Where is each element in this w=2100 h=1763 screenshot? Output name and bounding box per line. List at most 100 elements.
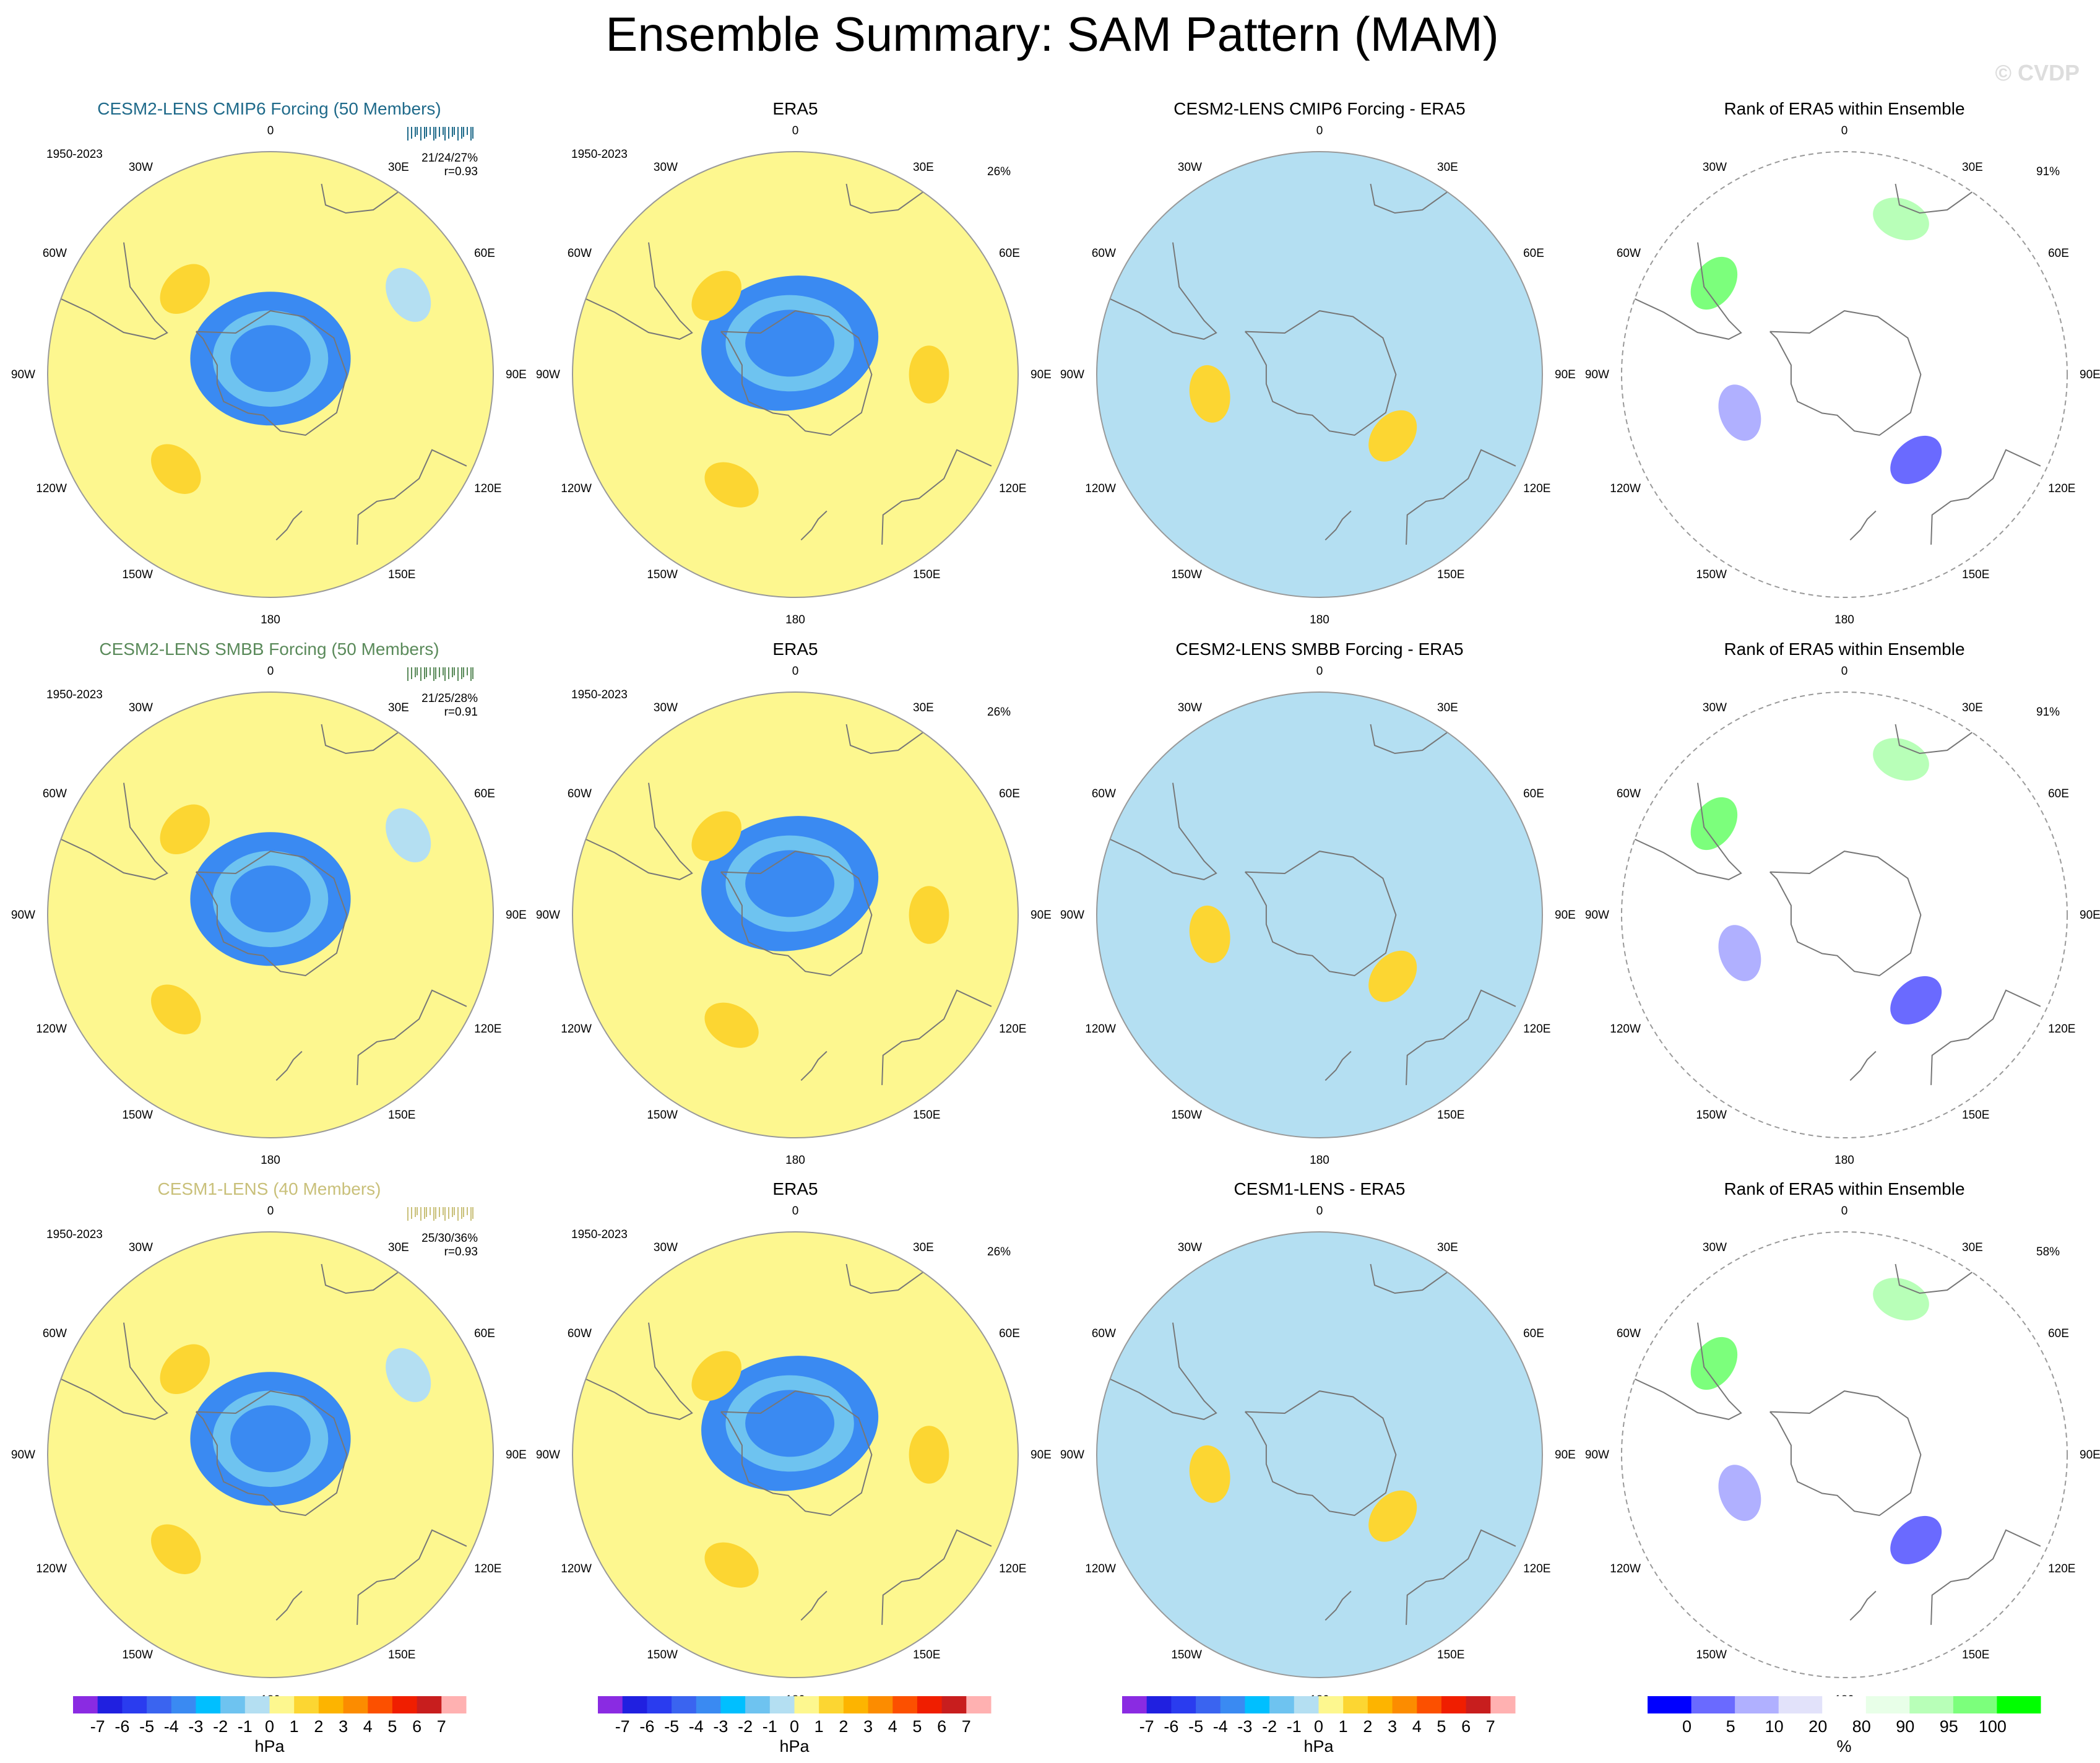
lon-label: 60E bbox=[999, 787, 1020, 800]
lon-label: 120W bbox=[36, 1023, 67, 1036]
colorbar-box bbox=[1220, 1696, 1245, 1713]
lon-label: 90W bbox=[1585, 1449, 1609, 1462]
colorbar-box bbox=[1367, 1696, 1393, 1713]
coastline bbox=[1930, 989, 2041, 1085]
colorbar-tick: 6 bbox=[412, 1717, 421, 1736]
contour-blob bbox=[1718, 925, 1761, 981]
period-label: 1950-2023 bbox=[46, 1228, 103, 1241]
colorbar-box bbox=[1691, 1696, 1735, 1713]
lon-label: 120W bbox=[1610, 1562, 1641, 1575]
colorbar-box bbox=[1778, 1696, 1823, 1713]
lon-label: 120W bbox=[36, 482, 67, 495]
colorbar-box bbox=[672, 1696, 697, 1713]
contour-blob bbox=[1433, 1377, 1476, 1434]
lon-label: 30E bbox=[388, 1241, 409, 1254]
lon-label: 180 bbox=[261, 613, 280, 626]
lon-label: 60W bbox=[1092, 1327, 1116, 1340]
coastline bbox=[579, 782, 693, 880]
lon-label: 60E bbox=[2048, 1327, 2069, 1340]
lon-label: 30E bbox=[1962, 1241, 1983, 1254]
lon-label: 120W bbox=[36, 1562, 67, 1575]
map-boundary bbox=[1096, 151, 1543, 598]
colorbar-tick: 0 bbox=[265, 1717, 274, 1736]
coastline bbox=[720, 1390, 873, 1517]
lon-label: 60W bbox=[1617, 1327, 1641, 1340]
lon-label: 90W bbox=[1060, 909, 1084, 922]
map-boundary bbox=[1096, 691, 1543, 1138]
colorbar-tick: -4 bbox=[1213, 1717, 1228, 1736]
map-content bbox=[573, 1232, 1018, 1678]
contour-blob bbox=[1718, 1465, 1761, 1521]
lon-label: 150E bbox=[1962, 1648, 1989, 1661]
colorbar-box bbox=[1648, 1696, 1692, 1713]
lon-label: 0 bbox=[1841, 124, 1848, 137]
map-boundary bbox=[47, 151, 494, 598]
lon-label: 180 bbox=[1310, 1154, 1329, 1167]
lon-label: 90E bbox=[1555, 909, 1576, 922]
lon-label: 90E bbox=[1555, 1449, 1576, 1462]
colorbar-box bbox=[1490, 1696, 1516, 1713]
lon-label: 30E bbox=[388, 701, 409, 714]
contour-blob bbox=[1189, 905, 1230, 963]
colorbar-box bbox=[794, 1696, 819, 1713]
coastline bbox=[1769, 310, 1922, 436]
colorbar-tick: 80 bbox=[1852, 1717, 1871, 1736]
period-label: 1950-2023 bbox=[46, 688, 103, 701]
colorbar-tick: 2 bbox=[839, 1717, 848, 1736]
colorbar-unit: % bbox=[1836, 1737, 1851, 1756]
colorbar-box bbox=[1997, 1696, 2041, 1713]
contour-blob bbox=[1368, 1490, 1417, 1542]
lon-label: 150E bbox=[913, 568, 940, 581]
contour-blob bbox=[1189, 365, 1230, 423]
contour-blob bbox=[1690, 256, 1738, 310]
coastline bbox=[356, 989, 467, 1085]
map-content bbox=[48, 692, 493, 1138]
colorbar-tick: 5 bbox=[912, 1717, 922, 1736]
colorbar-tick: 5 bbox=[1437, 1717, 1446, 1736]
lon-label: 150W bbox=[122, 1648, 153, 1661]
figure-title: Ensemble Summary: SAM Pattern (MAM) bbox=[605, 7, 1498, 61]
colorbar-box bbox=[1909, 1696, 1954, 1713]
coastline bbox=[881, 449, 992, 545]
colorbar-tick: 20 bbox=[1808, 1717, 1827, 1736]
coastline bbox=[1104, 782, 1217, 880]
contour-blob bbox=[1189, 1445, 1230, 1503]
lon-label: 60W bbox=[1617, 787, 1641, 800]
coastline bbox=[800, 510, 827, 541]
lon-label: 150W bbox=[1696, 568, 1727, 581]
lon-label: 90W bbox=[1585, 368, 1609, 381]
coastline bbox=[1370, 183, 1448, 214]
map-panel-2-0: 030E60E90E120E150E180150W120W90W60W30WCE… bbox=[11, 1179, 527, 1707]
coastline bbox=[1104, 1322, 1217, 1420]
colorbar-box bbox=[441, 1696, 467, 1713]
map-boundary bbox=[1621, 1231, 2068, 1678]
map-content bbox=[48, 1232, 493, 1678]
contour-blob bbox=[909, 886, 949, 944]
coastline bbox=[275, 1590, 303, 1621]
contour-blob bbox=[160, 804, 210, 855]
colorbar-box bbox=[941, 1696, 967, 1713]
contour-blob bbox=[1433, 297, 1476, 354]
colorbar-tick: -5 bbox=[139, 1717, 154, 1736]
colorbar-box bbox=[97, 1696, 123, 1713]
lon-label: 150E bbox=[1962, 1109, 1989, 1122]
variance-pct: 26% bbox=[987, 165, 1011, 178]
lon-label: 30W bbox=[1703, 161, 1727, 174]
map-panel-0-3: 0 30E 60E 90E 120E 150E 180 150W 120W 90W 60W 30W Ra… bbox=[1585, 99, 2100, 626]
contour-blob bbox=[1245, 435, 1299, 480]
coastline bbox=[54, 1322, 168, 1420]
colorbar-tick: 2 bbox=[314, 1717, 323, 1736]
contour-blob bbox=[1718, 384, 1761, 441]
map-background bbox=[1622, 1232, 2067, 1678]
colorbar-tick: 3 bbox=[339, 1717, 348, 1736]
map-content bbox=[1622, 152, 2067, 597]
lon-label: 150W bbox=[647, 1648, 678, 1661]
lon-label: 150E bbox=[388, 1109, 415, 1122]
lon-label: 0 bbox=[267, 124, 274, 137]
lon-label: 60E bbox=[1523, 1327, 1544, 1340]
coastline bbox=[720, 851, 873, 977]
map-content bbox=[573, 152, 1018, 597]
colorbar-box bbox=[122, 1696, 147, 1713]
